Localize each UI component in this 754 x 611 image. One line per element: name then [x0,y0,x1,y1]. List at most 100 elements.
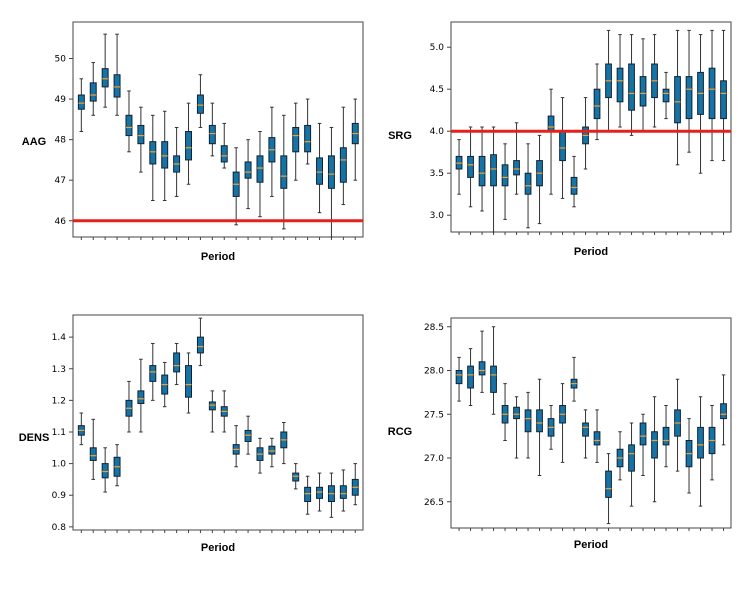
srg-box-21 [685,29,693,153]
iqr-box [628,63,635,111]
aag-box-10 [185,102,193,185]
dens-box-6 [137,358,145,433]
aag-box-11 [196,74,204,128]
aag-ytick-label: 49 [55,95,67,105]
iqr-box [582,422,589,437]
dens-box-14 [232,425,240,468]
dens-ytick-label: 1.3 [52,365,66,375]
dens-ytick-label: 0.9 [52,491,67,501]
rcg-box-23 [708,405,716,481]
rcg-box-3 [478,330,486,393]
iqr-box [339,147,347,183]
rcg-box-2 [467,348,474,406]
aag-box-9 [173,126,181,197]
iqr-box [268,445,276,455]
iqr-box [196,94,204,114]
dens-box-12 [208,390,216,433]
dens-plot-frame [72,314,364,531]
iqr-box [173,352,181,373]
iqr-box [220,145,228,163]
iqr-box [478,361,486,376]
rcg-box-13 [593,409,601,463]
rcg-box-15 [616,431,624,481]
iqr-box [185,131,193,161]
srg-ytick-label: 4.0 [430,127,445,137]
aag-ytick-label: 48 [55,136,67,146]
iqr-box [208,401,216,411]
srg-ytick-label: 4.5 [430,85,444,95]
iqr-box [616,67,624,103]
iqr-box [524,172,532,195]
srg-box-8 [536,134,543,225]
dens-box-3 [101,447,109,493]
iqr-box [256,155,264,183]
srg-box-7 [524,143,532,229]
iqr-box [536,409,543,433]
aag-box-6 [137,106,145,173]
aag-box-3 [101,33,109,108]
iqr-box [651,431,658,459]
rcg-box-21 [685,418,693,494]
rcg-box-19 [662,405,670,468]
iqr-box [547,115,555,132]
iqr-box [339,485,347,499]
iqr-box [125,114,133,137]
srg-box-19 [662,71,670,120]
dens-box-17 [268,437,276,468]
iqr-box [304,486,312,503]
srg-box-12 [582,97,589,170]
rcg-box-20 [674,378,681,472]
dens-box-20 [304,475,312,515]
rcg-box-17 [639,413,647,476]
srg-ytick-label: 5.0 [430,43,445,53]
aag-x-axis-label: Period [201,251,235,263]
iqr-box [161,141,169,169]
dens-x-axis-label: Period [201,542,235,554]
rcg-box-8 [536,378,543,476]
iqr-box [149,141,157,165]
rcg-y-axis-label: RCG [388,426,412,438]
rcg-box-7 [524,391,532,459]
rcg-ytick-label: 27.0 [424,454,444,464]
rcg-plot-frame [450,317,732,529]
iqr-box [593,88,601,120]
rcg-box-16 [628,422,635,507]
iqr-box [720,80,727,120]
iqr-box [697,426,704,459]
iqr-box [196,336,204,354]
iqr-box [244,429,252,442]
rcg-box-1 [455,356,463,402]
iqr-box [501,164,509,187]
rcg-box-11 [570,356,578,402]
srg-y-axis-label: SRG [388,130,412,142]
rcg-box-9 [547,405,555,450]
srg-box-18 [651,34,658,128]
srg-box-3 [478,126,486,212]
dens-box-10 [185,352,193,414]
iqr-box [292,472,300,482]
aag-box-19 [292,102,300,181]
dens-y-axis-label: DENS [19,432,50,444]
aag-box-21 [316,122,324,214]
iqr-box [77,94,85,110]
iqr-box [708,67,716,120]
iqr-box [244,161,252,179]
srg-ytick-label: 3.0 [430,211,445,221]
iqr-box [208,124,216,145]
iqr-box [89,447,97,461]
aag-box-17 [268,106,276,197]
iqr-box [628,444,635,472]
dens-ytick-label: 1.2 [52,396,66,406]
aag-box-16 [256,131,264,218]
srg-box-5 [501,143,509,220]
aag-y-axis-label: AAG [22,136,46,148]
iqr-box [639,76,647,107]
dens-ytick-label: 1.1 [52,428,66,438]
srg-box-13 [593,63,601,141]
rcg-ytick-label: 28.0 [424,367,444,377]
iqr-box [89,82,97,102]
dens-ytick-label: 1.0 [52,460,67,470]
srg-box-24 [720,29,727,162]
dens-box-16 [256,437,264,474]
rcg-box-12 [582,409,589,459]
